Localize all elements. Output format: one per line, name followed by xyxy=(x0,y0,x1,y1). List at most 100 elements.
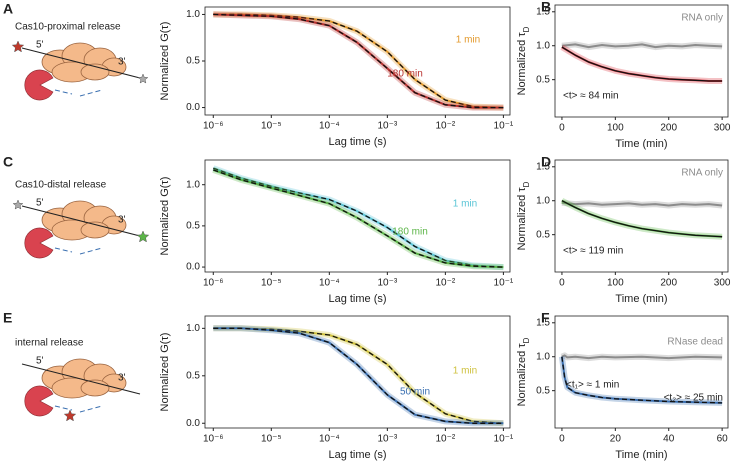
schematic-title: Cas10-distal release xyxy=(15,180,107,191)
x-tick-label: 10⁻³ xyxy=(377,121,397,132)
x-tick-label: 10⁻⁴ xyxy=(319,434,340,445)
y-tick-label: 1.0 xyxy=(186,323,200,334)
series-label: 1 min xyxy=(456,35,480,46)
star-label xyxy=(136,230,150,243)
y-tick-label: 1.0 xyxy=(186,179,200,190)
series-label: 180 min xyxy=(392,227,428,238)
x-tick-label: 100 xyxy=(607,123,624,134)
x-axis-label: Time (min) xyxy=(615,293,667,305)
x-tick-label: 100 xyxy=(607,278,624,289)
x-tick-label: 10⁻⁶ xyxy=(203,434,224,445)
x-tick-label: 10⁻¹ xyxy=(494,278,514,289)
star-label xyxy=(11,40,25,53)
x-tick-label: 60 xyxy=(717,434,729,445)
schematic-title: internal release xyxy=(15,338,84,349)
guide xyxy=(54,89,73,95)
series-line xyxy=(561,354,723,360)
fit-line xyxy=(213,13,504,109)
x-tick-label: 40 xyxy=(663,434,675,445)
x-tick-label: 10⁻¹ xyxy=(494,121,514,132)
annotation: <t> ≈ 119 min xyxy=(563,246,623,257)
three-prime: 3' xyxy=(118,373,126,384)
fit-line xyxy=(561,46,723,82)
guide xyxy=(79,89,103,97)
panel-label: A xyxy=(3,1,13,17)
x-tick-label: 10⁻⁶ xyxy=(203,278,224,289)
x-tick-label: 10⁻⁴ xyxy=(319,278,340,289)
x-tick-label: 10⁻³ xyxy=(377,434,397,445)
panel-label: C xyxy=(3,154,13,170)
nuclease xyxy=(24,385,54,417)
fit-line xyxy=(213,327,504,424)
x-axis-label: Time (min) xyxy=(615,138,667,150)
y-axis-label: Normalized G(τ) xyxy=(159,333,171,412)
series-line xyxy=(561,43,723,49)
y-tick-label: 1.5 xyxy=(536,6,550,17)
plot-frame xyxy=(554,159,729,273)
series-line xyxy=(561,201,723,207)
series-label: RNA only xyxy=(681,168,723,179)
y-axis-label: Normalized G(τ) xyxy=(159,22,171,101)
x-tick-label: 10⁻² xyxy=(435,121,455,132)
x-tick-label: 20 xyxy=(610,434,622,445)
y-tick-label: 0.5 xyxy=(536,385,550,396)
series-line xyxy=(213,13,504,109)
panel-label: E xyxy=(3,310,12,326)
x-tick-label: 10⁻⁴ xyxy=(319,121,340,132)
fit-line xyxy=(213,327,504,424)
y-tick-label: 0.5 xyxy=(186,221,200,232)
y-tick-label: 1.5 xyxy=(536,317,550,328)
x-tick-label: 0 xyxy=(559,434,565,445)
annotation: <t₁> ≈ 1 min xyxy=(566,380,619,391)
series-label: 1 min xyxy=(453,366,477,377)
three-prime: 3' xyxy=(118,215,126,226)
plot-frame xyxy=(554,315,729,429)
y-axis-label: Normalized τD xyxy=(516,337,531,406)
fit-line xyxy=(213,13,504,109)
three-prime: 3' xyxy=(118,57,126,68)
x-tick-label: 10⁻³ xyxy=(377,278,397,289)
y-axis-label: Normalized τD xyxy=(516,181,531,250)
y-tick-label: 1.0 xyxy=(536,40,550,51)
star-label xyxy=(12,199,24,210)
panel-label: B xyxy=(541,0,551,15)
y-tick-label: 1.0 xyxy=(536,351,550,362)
plot-frame xyxy=(554,4,729,118)
nuclease xyxy=(24,227,54,259)
plot-frame xyxy=(204,159,511,273)
x-tick-label: 10⁻⁵ xyxy=(261,121,282,132)
fit-line xyxy=(561,356,723,404)
rna-strand xyxy=(21,363,141,395)
panel-label: F xyxy=(541,310,550,326)
x-tick-label: 10⁻⁶ xyxy=(203,121,224,132)
fit-line xyxy=(213,167,504,268)
x-axis-label: Lag time (s) xyxy=(328,136,386,148)
rna-strand xyxy=(21,47,141,79)
y-tick-label: 1.5 xyxy=(536,161,550,172)
y-axis-label: Normalized τD xyxy=(516,26,531,95)
x-tick-label: 200 xyxy=(660,123,677,134)
star-label xyxy=(137,73,149,84)
x-axis-label: Lag time (s) xyxy=(328,449,386,461)
x-tick-label: 10⁻¹ xyxy=(494,434,514,445)
x-tick-label: 300 xyxy=(714,123,731,134)
guide xyxy=(79,405,103,413)
x-tick-label: 0 xyxy=(559,123,565,134)
x-tick-label: 200 xyxy=(660,278,677,289)
x-tick-label: 10⁻² xyxy=(435,278,455,289)
five-prime: 5' xyxy=(36,198,44,209)
x-tick-label: 0 xyxy=(559,278,565,289)
rna-strand xyxy=(21,205,141,237)
five-prime: 5' xyxy=(36,356,44,367)
y-tick-label: 0.0 xyxy=(186,418,200,429)
five-prime: 5' xyxy=(36,40,44,51)
series-line xyxy=(213,13,504,109)
fit-line xyxy=(213,169,504,268)
y-tick-label: 0.5 xyxy=(536,74,550,85)
annotation: <t> ≈ 84 min xyxy=(563,91,619,102)
series-label: 180 min xyxy=(387,69,423,80)
star-label xyxy=(63,409,77,422)
panel-label: D xyxy=(541,154,551,170)
annotation: <t₂> ≈ 25 min xyxy=(664,393,723,404)
